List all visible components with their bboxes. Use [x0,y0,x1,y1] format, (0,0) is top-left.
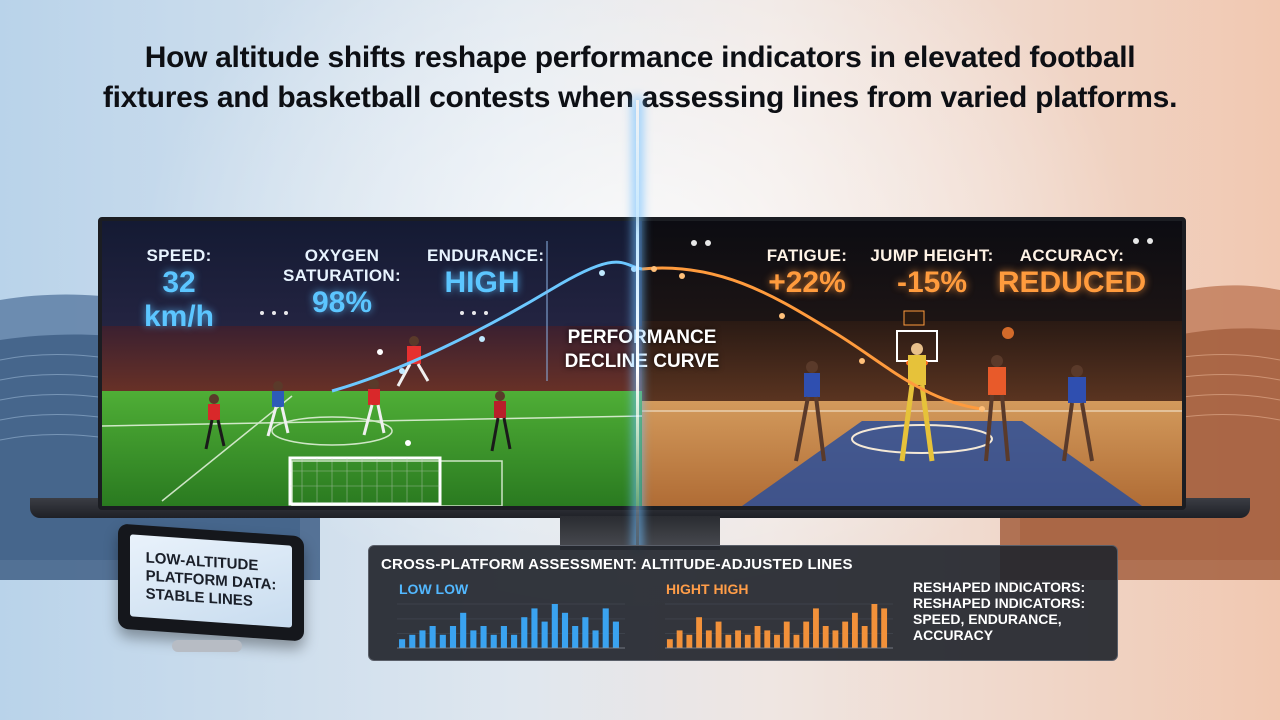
headline-line-2: fixtures and basketball contests when as… [102,81,1178,114]
metric-oxygen: OXYGEN SATURATION: 98% [252,246,432,320]
sports-scene [102,221,1182,506]
low-chart-bar [470,630,477,648]
metric-accuracy: ACCURACY: REDUCED [997,246,1147,300]
low-chart-bar [511,634,518,648]
metric-oxygen-value: 98% [311,286,373,319]
side-note-line-3: SPEED, ENDURANCE, [913,611,1062,627]
metric-jump-height: JUMP HEIGHT: -15% [867,246,997,300]
low-chart-bar [500,626,507,648]
low-altitude-bar-chart [397,603,625,649]
high-chart-bar [881,608,888,648]
metric-speed-label: SPEED: [146,246,212,265]
high-chart-bar [676,630,683,648]
metrics-divider [546,241,548,381]
tablet-screen: LOW-ALTITUDE PLATFORM DATA: STABLE LINES [130,534,292,628]
low-chart-label: LOW LOW [399,581,469,597]
performance-curve-label: PERFORMANCE DECLINE CURVE [552,326,732,374]
curve-label-line-2: DECLINE CURVE [564,351,720,372]
high-chart-bar [851,612,858,648]
low-chart-bar [572,626,579,648]
high-chart-bar [744,634,751,648]
metric-jump-height-label: JUMP HEIGHT: [870,246,994,265]
high-altitude-bar-chart [665,603,893,649]
headline-line-1: How altitude shifts reshape performance … [144,41,1136,74]
metric-endurance: ENDURANCE: HIGH [427,246,545,300]
metric-speed-value: 32 km/h [143,266,215,333]
side-note-line-2: RESHAPED INDICATORS: [913,595,1086,611]
high-chart-bar [725,634,732,648]
low-chart-bar [592,630,599,648]
high-chart-bar [822,626,829,648]
metric-accuracy-value: REDUCED [997,266,1147,299]
high-chart-bar [793,634,800,648]
metric-speed: SPEED: 32 km/h [124,246,234,334]
high-chart-bar [764,630,771,648]
high-chart-bar [686,634,693,648]
high-chart-bar [861,626,868,648]
high-chart-bar [813,608,819,648]
high-chart-bar [832,630,839,648]
metric-oxygen-label: OXYGEN SATURATION: [283,246,401,285]
low-chart-bar [490,634,497,648]
low-chart-bar [531,608,538,648]
metric-endurance-value: HIGH [444,266,520,299]
curve-label-line-1: PERFORMANCE [567,327,717,348]
low-chart-bar [521,617,528,648]
high-chart-bar [666,639,673,648]
high-chart-bar [783,621,790,648]
side-note-line-4: ACCURACY [913,627,994,643]
low-chart-bar [541,621,548,648]
metric-fatigue-value: +22% [768,266,846,299]
side-note-line-1: RESHAPED INDICATORS: [913,579,1086,595]
metric-fatigue: FATIGUE: +22% [757,246,857,300]
metric-accuracy-label: ACCURACY: [1019,246,1125,265]
panel-title: CROSS-PLATFORM ASSESSMENT: ALTITUDE-ADJU… [381,556,853,573]
tablet-text: LOW-ALTITUDE PLATFORM DATA: STABLE LINES [145,549,277,610]
high-chart-bar [803,621,810,648]
high-chart-bar [842,621,849,648]
reshaped-indicators-note: RESHAPED INDICATORS: RESHAPED INDICATORS… [913,579,1113,643]
tablet-device: LOW-ALTITUDE PLATFORM DATA: STABLE LINES [118,523,304,642]
low-chart-bar [551,604,558,648]
high-chart-bar [871,604,878,648]
high-chart-bar [735,630,741,648]
metric-jump-height-value: -15% [896,266,968,299]
low-chart-bar [460,612,467,648]
assessment-panel: CROSS-PLATFORM ASSESSMENT: ALTITUDE-ADJU… [368,545,1118,661]
high-chart-bar [696,617,703,648]
low-chart-bar [582,617,589,648]
high-chart-bar [754,626,761,648]
low-chart-bar [561,612,569,648]
low-chart-bar [419,630,426,648]
high-chart-label: HIGHT HIGH [666,581,749,597]
low-chart-bar [449,626,457,648]
low-chart-bar [480,626,487,648]
low-chart-bar [439,634,446,648]
low-chart-bar [409,634,416,648]
metric-fatigue-label: FATIGUE: [766,246,848,265]
low-chart-bar [612,621,619,648]
high-chart-bar [774,634,780,648]
main-monitor: SPEED: 32 km/h OXYGEN SATURATION: 98% EN… [98,217,1186,510]
metric-endurance-label: ENDURANCE: [427,246,545,265]
tablet-stand [172,640,242,652]
high-chart-bar [715,621,722,648]
monitor-stand [560,516,720,550]
low-chart-bar [602,608,609,648]
high-chart-bar [705,630,712,648]
low-chart-bar [399,639,406,648]
headline: How altitude shifts reshape performance … [40,38,1240,118]
low-chart-bar [429,626,436,648]
center-light-beam [636,100,639,550]
